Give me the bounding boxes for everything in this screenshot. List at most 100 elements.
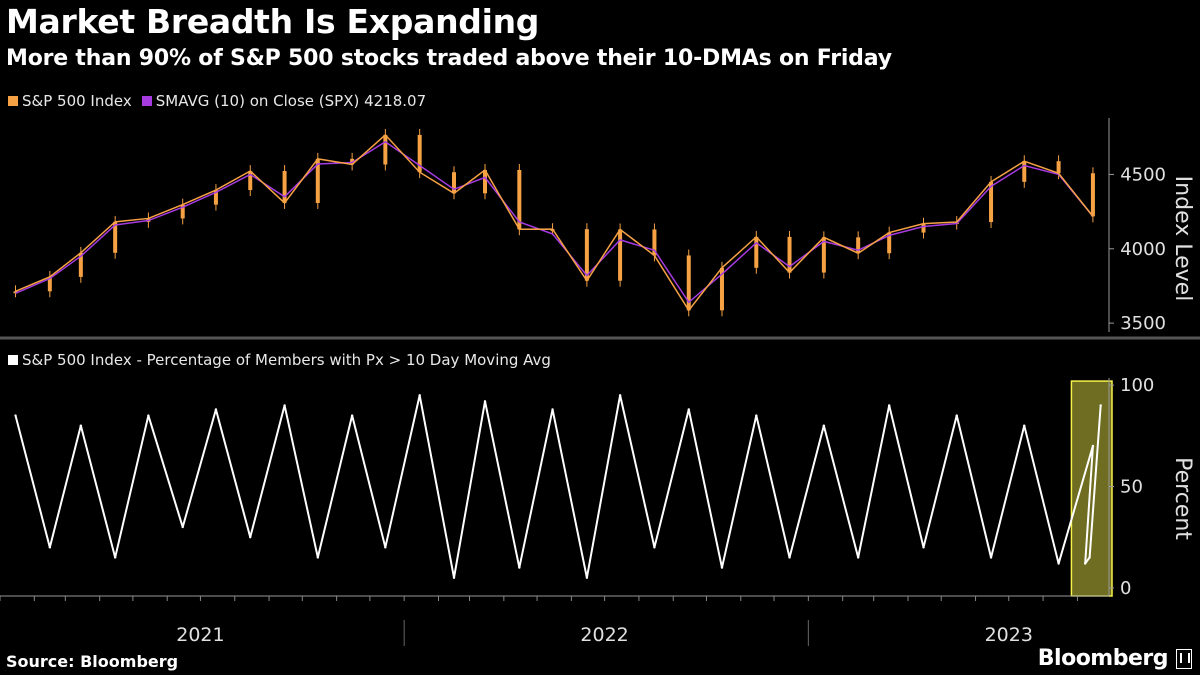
spx-candle: [652, 229, 657, 256]
breadth-point: [618, 394, 622, 397]
source-note: Source: Bloomberg: [6, 652, 179, 671]
breadth-point: [147, 414, 150, 417]
breadth-point: [1023, 424, 1026, 427]
breadth-point: [856, 556, 860, 559]
legend-label-spx: S&P 500 Index: [22, 92, 132, 110]
y-tick-label-bottom: 0: [1120, 578, 1131, 599]
spx-candle: [417, 134, 422, 173]
breadth-point: [316, 556, 320, 559]
spx-candle: [180, 204, 185, 219]
spx-candle: [350, 158, 355, 165]
breadth-point: [1088, 556, 1091, 559]
spx-candle: [887, 232, 892, 254]
y-tick-label-bottom: 50: [1120, 477, 1143, 498]
breadth-point: [687, 408, 690, 411]
legend-item-breadth: S&P 500 Index - Percentage of Members wi…: [8, 351, 551, 369]
legend-item-spx: S&P 500 Index: [8, 92, 132, 110]
spx-candle: [315, 158, 320, 203]
spx-candle: [989, 181, 994, 223]
legend-swatch-breadth: [8, 355, 18, 365]
breadth-point: [1057, 562, 1060, 565]
bloomberg-logo: Bloomberg: [1037, 646, 1169, 671]
highlight-box: [1070, 380, 1113, 597]
breadth-point: [483, 400, 487, 403]
spx-candle: [213, 190, 218, 205]
breadth-point: [48, 546, 52, 549]
breadth-point: [1083, 562, 1087, 565]
breadth-point: [384, 546, 387, 549]
breadth-point: [653, 546, 656, 549]
top-panel: [13, 128, 1095, 317]
breadth-point: [214, 408, 218, 411]
y-tick-label-bottom: 100: [1120, 375, 1154, 396]
y-tick-label-top: 4500: [1120, 164, 1166, 185]
spx-candle: [1056, 161, 1061, 174]
breadth-point: [113, 556, 117, 559]
spx-candle: [13, 291, 18, 294]
breadth-point: [283, 404, 286, 407]
breadth-point: [518, 566, 521, 569]
spx-candle: [787, 236, 792, 273]
bottom-panel: [14, 380, 1113, 597]
legend-label-breadth: S&P 500 Index - Percentage of Members wi…: [22, 351, 551, 369]
x-tick-label: 2022: [580, 624, 628, 646]
breadth-point: [887, 404, 891, 407]
breadth-point: [418, 394, 421, 397]
breadth-point: [585, 576, 589, 579]
spx-candle: [1090, 173, 1095, 217]
spx-candle: [1022, 161, 1027, 182]
breadth-point: [79, 424, 83, 427]
y-tick-label-top: 3500: [1120, 313, 1166, 334]
legend-swatch-sma: [141, 96, 152, 106]
breadth-point: [551, 408, 554, 411]
spx-candle: [921, 223, 926, 233]
chart-subtitle: More than 90% of S&P 500 stocks traded a…: [6, 46, 892, 71]
spx-candle: [618, 229, 623, 281]
spx-candle: [47, 276, 52, 292]
spx-candle: [517, 169, 522, 230]
legend-item-sma: SMAVG (10) on Close (SPX) 4218.07: [141, 92, 427, 110]
bottom-legend: S&P 500 Index - Percentage of Members wi…: [8, 351, 561, 369]
spx-candle: [78, 252, 83, 277]
spx-candle: [821, 237, 826, 273]
breadth-point: [822, 424, 826, 427]
breadth-point: [788, 556, 791, 559]
spx-candle: [452, 172, 457, 194]
spx-candle: [686, 255, 691, 311]
axes: 3500 4000 4500 0 50 100 Index Level Percent 2021…: [0, 118, 1195, 646]
legend-label-sma: SMAVG (10) on Close (SPX) 4218.07: [155, 92, 427, 110]
breadth-point: [922, 546, 925, 549]
x-tick-label: 2023: [985, 624, 1033, 646]
spx-candle: [383, 134, 388, 165]
breadth-point: [989, 556, 993, 559]
breadth-point: [350, 414, 354, 417]
breadth-point: [955, 414, 958, 417]
spx-candle: [584, 229, 589, 281]
spx-candle: [719, 267, 724, 311]
breadth-point: [755, 414, 758, 417]
bloomberg-terminal-icon: [1176, 649, 1192, 669]
breadth-point: [720, 566, 724, 569]
spx-line: [15, 133, 1094, 312]
sma-line: [15, 140, 1094, 304]
breadth-point: [249, 535, 252, 539]
x-tick-label: 2021: [176, 624, 224, 646]
y-axis-title-bottom: Percent: [1170, 457, 1195, 540]
breadth-point: [1091, 444, 1095, 448]
breadth-point: [1099, 404, 1102, 407]
legend-swatch-spx: [8, 96, 18, 106]
spx-candle: [113, 221, 118, 253]
breadth-point: [181, 525, 184, 529]
spx-candle: [248, 171, 253, 191]
spx-candle: [856, 237, 861, 254]
breadth-line: [14, 394, 1102, 579]
top-legend: S&P 500 Index SMAVG (10) on Close (SPX) …: [8, 92, 436, 110]
spx-candle: [282, 171, 287, 203]
breadth-point: [14, 414, 17, 417]
breadth-point: [452, 576, 456, 579]
spx-candle: [483, 169, 488, 194]
chart-title: Market Breadth Is Expanding: [6, 2, 540, 41]
y-tick-label-top: 4000: [1120, 239, 1166, 260]
spx-candle: [754, 236, 759, 268]
